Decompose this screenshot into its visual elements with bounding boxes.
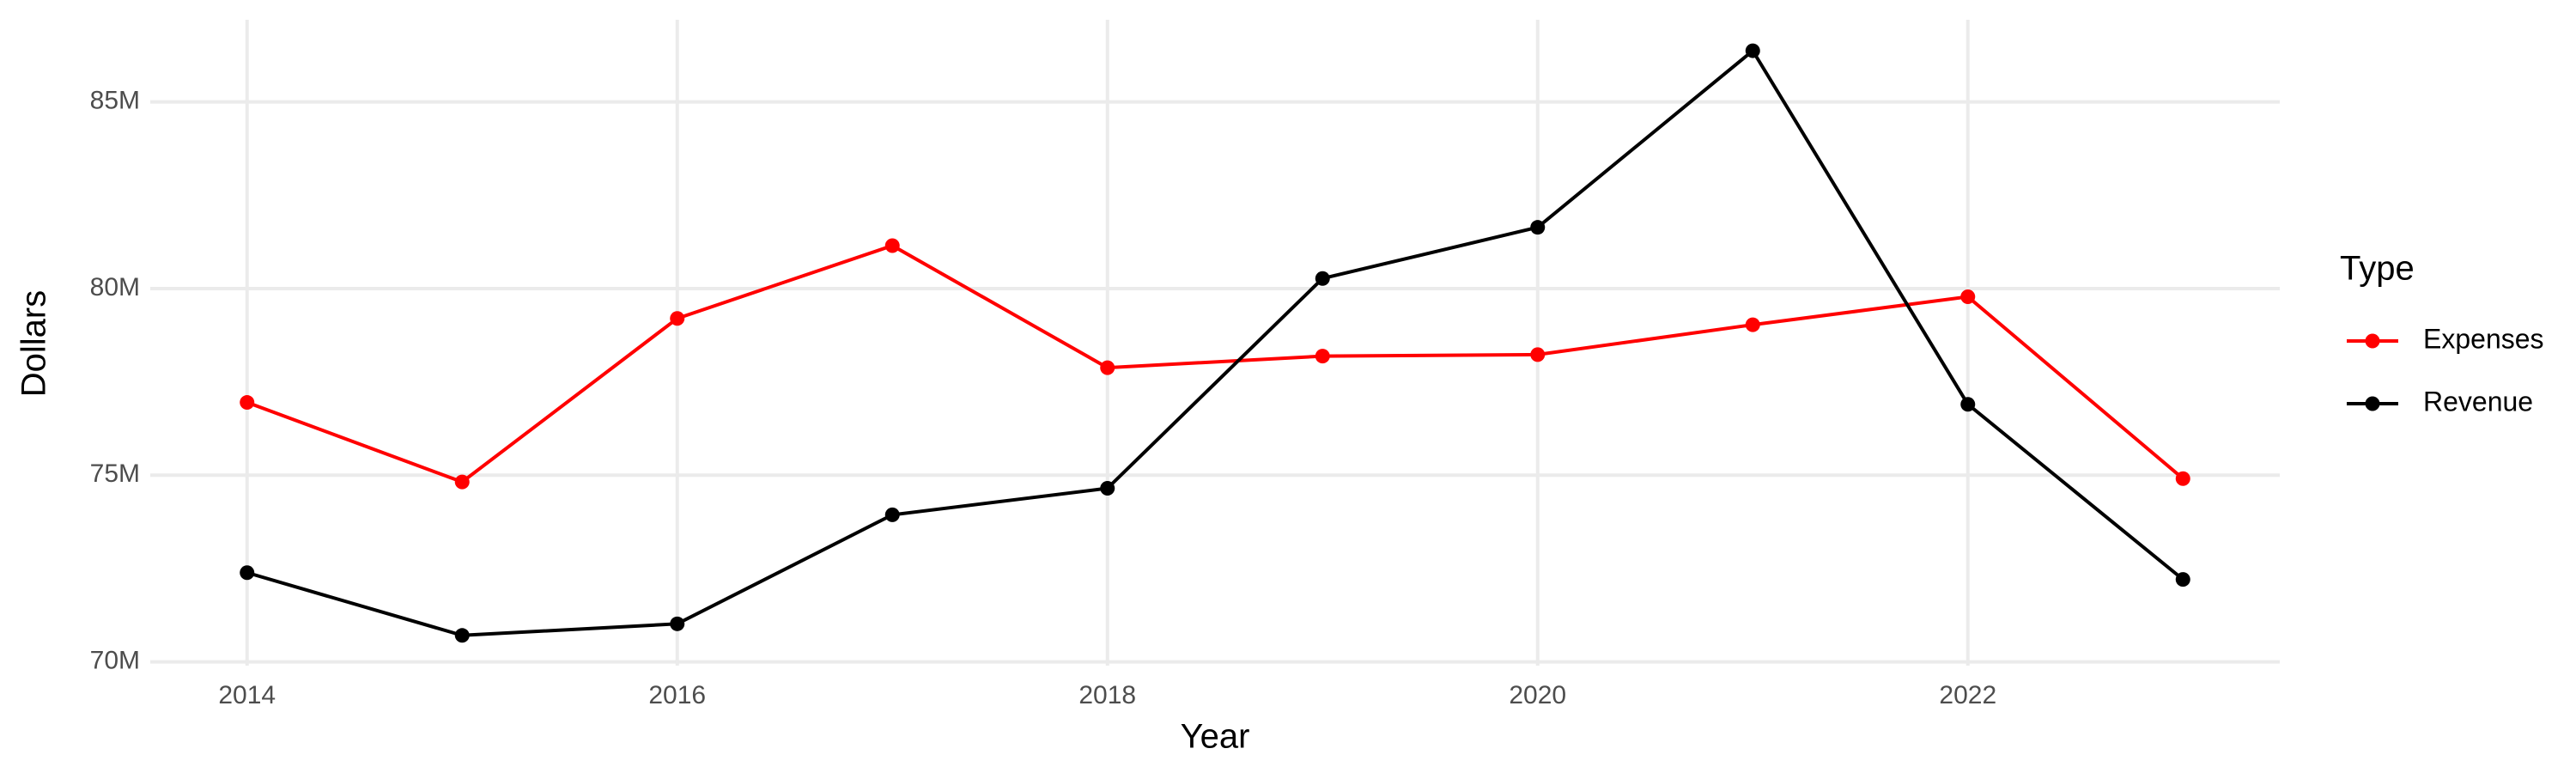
series-line	[246, 48, 2184, 637]
data-point	[1530, 347, 1546, 362]
legend-title: Type	[2340, 250, 2415, 288]
data-point	[2175, 572, 2190, 587]
x-tick-label: 2018	[1078, 681, 1136, 709]
data-point	[1100, 360, 1115, 375]
y-tick-label: 80M	[90, 273, 140, 301]
data-point	[884, 238, 900, 253]
legend-marker	[2365, 396, 2380, 411]
plot-area	[240, 43, 2190, 643]
x-tick-label: 2016	[648, 681, 706, 709]
data-point	[1315, 271, 1330, 286]
x-tick-label: 2014	[218, 681, 276, 709]
data-point	[1960, 289, 1976, 305]
legend: Type Expenses Revenue	[2340, 250, 2544, 417]
grid	[150, 20, 2280, 666]
data-point	[240, 565, 255, 581]
data-point	[1745, 43, 1760, 58]
x-tick-label: 2022	[1939, 681, 1996, 709]
data-point	[670, 311, 685, 326]
data-point	[1100, 481, 1115, 496]
data-point	[454, 474, 470, 490]
y-axis-title: Dollars	[15, 290, 53, 397]
legend-marker	[2365, 333, 2380, 349]
legend-label: Expenses	[2423, 323, 2544, 354]
legend-label: Revenue	[2423, 386, 2533, 417]
x-tick-label: 2020	[1509, 681, 1566, 709]
y-tick-label: 85M	[90, 87, 140, 115]
series-line	[246, 243, 2184, 484]
data-point	[1745, 317, 1760, 332]
data-point	[454, 628, 470, 643]
data-point	[1960, 397, 1976, 412]
data-point	[670, 616, 685, 631]
x-axis-title: Year	[1181, 718, 1250, 756]
y-tick-label: 70M	[90, 647, 140, 675]
y-tick-label: 75M	[90, 460, 140, 488]
data-point	[1315, 349, 1330, 364]
data-point	[2175, 471, 2190, 486]
data-point	[240, 395, 255, 411]
data-point	[884, 507, 900, 522]
data-point	[1530, 220, 1546, 235]
